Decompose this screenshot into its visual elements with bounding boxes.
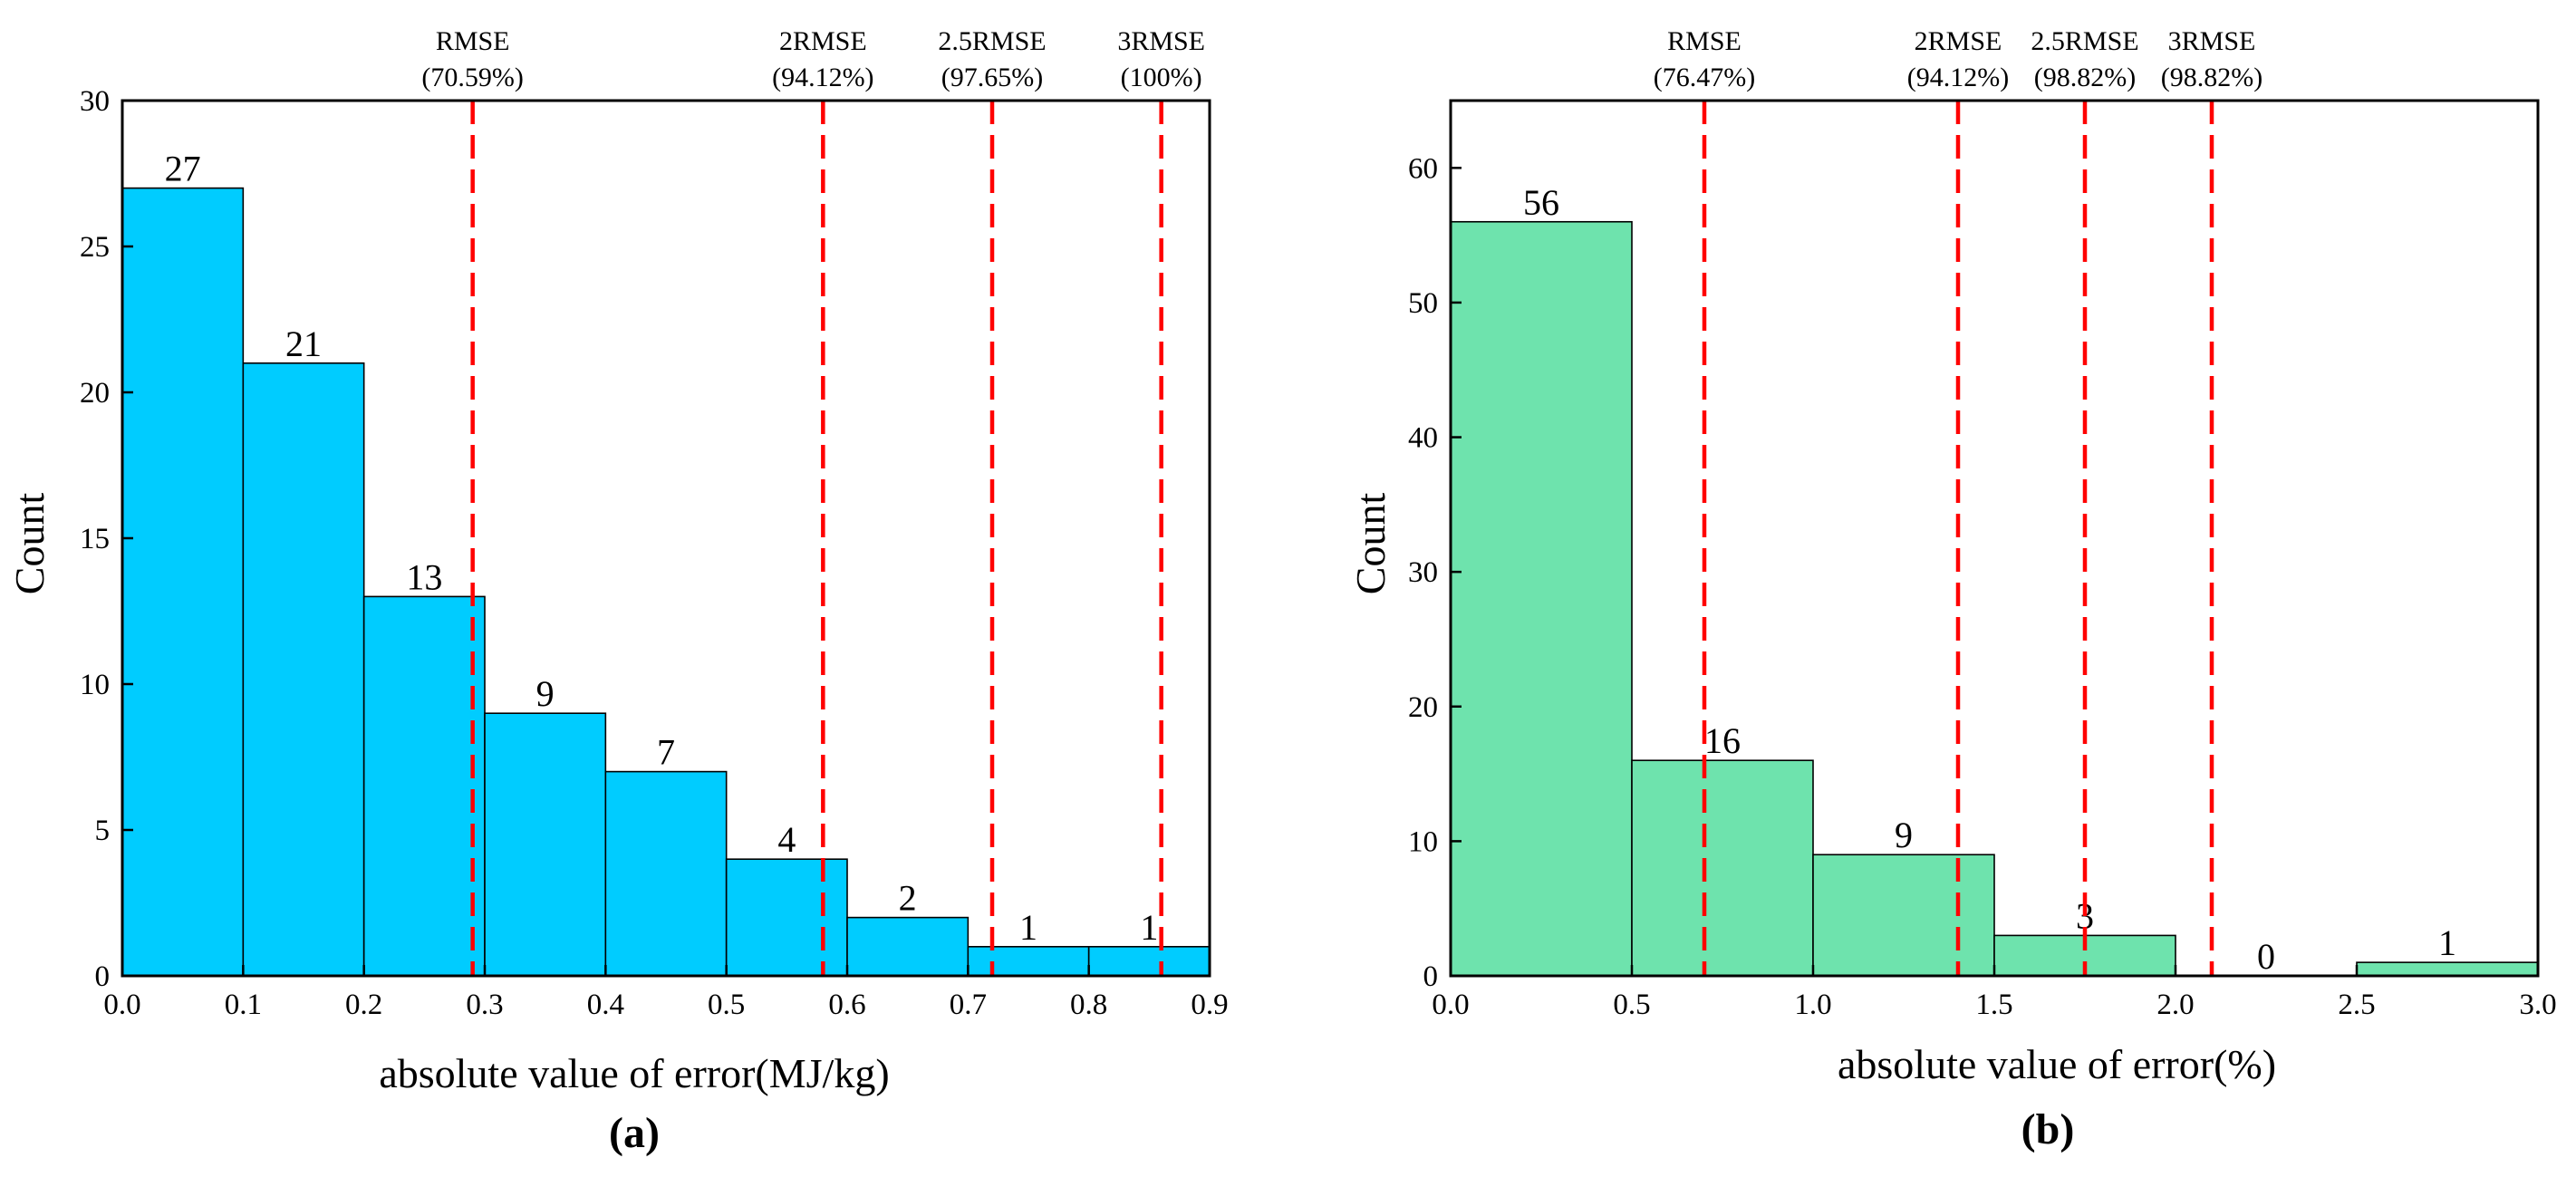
panel-a-y-tick-label: 30 — [80, 85, 110, 118]
panel-b-x-tick-label: 2.5 — [2338, 989, 2375, 1021]
panel-a-bar-count-label: 9 — [536, 673, 555, 714]
panel-a-bar-count-label: 7 — [657, 732, 675, 773]
panel-b-y-tick-label: 10 — [1408, 825, 1438, 858]
panel-b-x-tick-label: 3.0 — [2519, 989, 2556, 1021]
panel-a-bar-count-label: 1 — [1019, 907, 1037, 948]
panel-a-reference-line-name: 3RMSE — [1117, 26, 1205, 56]
panel-a-bar — [362, 595, 486, 977]
panel-a-reference-line-percent: (94.12%) — [772, 63, 873, 92]
panel-b-y-tick-label: 50 — [1408, 287, 1438, 320]
panel-a-x-tick-label: 0.3 — [466, 989, 503, 1021]
panel-b-reference-line-percent: (98.82%) — [2034, 63, 2136, 92]
panel-b-label: (b) — [2021, 1105, 2075, 1153]
panel-b-y-tick-label: 20 — [1408, 691, 1438, 724]
panel-b-x-tick-label: 2.0 — [2156, 989, 2194, 1021]
panel-b-y-tick-label: 30 — [1408, 556, 1438, 589]
panel-a-reference-line-percent: (70.59%) — [421, 63, 523, 92]
panel-b-x-tick-label: 1.5 — [1975, 989, 2012, 1021]
panel-a-histogram: Count absolute value of error(MJ/kg) (a)… — [6, 26, 1229, 1157]
panel-a-y-tick-label: 20 — [80, 377, 110, 410]
panel-a-bar — [121, 187, 245, 977]
panel-b-y-tick-label: 0 — [1423, 960, 1439, 993]
panel-a-reference-line-percent: (100%) — [1121, 63, 1202, 92]
panel-a-y-tick-label: 10 — [80, 669, 110, 701]
panel-b-histogram: Count absolute value of error(%) (b) 56 1… — [1347, 26, 2557, 1153]
panel-a-x-tick-label: 0.1 — [225, 989, 262, 1021]
panel-a-bar — [604, 770, 728, 977]
panel-a-reference-line-percent: (97.65%) — [941, 63, 1043, 92]
panel-a-reference-line-name: 2RMSE — [779, 26, 867, 56]
panel-a-bar-count-label: 13 — [406, 556, 442, 597]
panel-b-bar-count-label: 1 — [2438, 922, 2456, 963]
panel-b-reference-line-percent: (76.47%) — [1654, 63, 1755, 92]
panel-b-x-tick-label: 0.5 — [1613, 989, 1650, 1021]
panel-b-reference-line-name: 2RMSE — [1915, 26, 2002, 56]
panel-b-x-axis-title: absolute value of error(%) — [1838, 1041, 2276, 1087]
panel-a-x-tick-label: 0.8 — [1070, 989, 1107, 1021]
panel-a-label: (a) — [609, 1109, 660, 1157]
panel-a-reference-line-name: 2.5RMSE — [938, 26, 1046, 56]
panel-a-bar — [1087, 946, 1211, 977]
panel-b-bar-count-label: 9 — [1895, 815, 1913, 855]
panel-b-x-tick-label: 1.0 — [1794, 989, 1831, 1021]
panel-b-y-tick-label: 60 — [1408, 152, 1438, 185]
panel-a-x-tick-label: 0.4 — [587, 989, 624, 1021]
panel-b-reference-line-name: 2.5RMSE — [2031, 26, 2138, 56]
panel-b-reference-line-name: 3RMSE — [2168, 26, 2256, 56]
panel-b-y-tick-label: 40 — [1408, 422, 1438, 455]
panel-b-bar-count-label: 0 — [2257, 936, 2275, 977]
panel-b-bar — [1450, 220, 1633, 977]
panel-b-reference-line-name: RMSE — [1667, 26, 1741, 56]
panel-a-y-axis-title: Count — [6, 493, 53, 595]
panel-b-bar-count-label: 56 — [1523, 182, 1559, 223]
panel-b-reference-line-percent: (98.82%) — [2161, 63, 2262, 92]
panel-a-bar — [725, 858, 848, 977]
panel-a-y-tick-label: 5 — [95, 815, 111, 847]
panel-a-y-tick-label: 15 — [80, 523, 110, 555]
panel-a-y-tick-label: 25 — [80, 231, 110, 264]
panel-a-x-tick-label: 0.0 — [103, 989, 140, 1021]
panel-a-bar — [484, 712, 607, 977]
panel-a-bar-count-label: 21 — [285, 323, 322, 364]
panel-b-reference-line-percent: (94.12%) — [1907, 63, 2009, 92]
panel-b-bar — [2356, 961, 2539, 977]
panel-b-bar — [1812, 854, 1995, 977]
panel-a-y-tick-label: 0 — [95, 960, 111, 993]
panel-a-bar-count-label: 2 — [899, 878, 917, 919]
panel-a-x-tick-label: 0.9 — [1191, 989, 1228, 1021]
panel-b-x-tick-label: 0.0 — [1432, 989, 1469, 1021]
panel-a-x-tick-label: 0.7 — [950, 989, 987, 1021]
panel-b-y-axis-title: Count — [1347, 493, 1394, 595]
panel-a-x-tick-label: 0.6 — [828, 989, 865, 1021]
panel-a-bar — [967, 946, 1090, 977]
panel-a-bar — [846, 916, 970, 977]
panel-a-reference-line-name: RMSE — [436, 26, 510, 56]
panel-a-bar-count-label: 27 — [165, 149, 201, 189]
panel-a-x-tick-label: 0.2 — [345, 989, 382, 1021]
panel-b-bar-count-label: 16 — [1704, 720, 1741, 761]
panel-b-bar — [1631, 759, 1814, 977]
panel-a-bar — [242, 362, 365, 977]
panel-a-bar-count-label: 4 — [777, 819, 796, 860]
panel-a-bar-count-label: 1 — [1140, 907, 1158, 948]
panel-a-x-axis-title: absolute value of error(MJ/kg) — [379, 1050, 889, 1096]
panel-a-x-tick-label: 0.5 — [708, 989, 745, 1021]
